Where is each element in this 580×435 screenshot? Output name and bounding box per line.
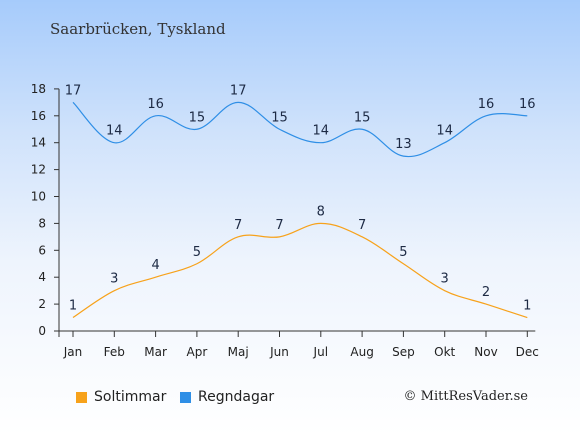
data-label-soltimmar: 5 — [193, 245, 201, 260]
x-tick-label: Feb — [104, 345, 125, 359]
data-label-regndagar: 15 — [271, 110, 288, 125]
y-tick-label: 6 — [38, 243, 46, 257]
data-label-soltimmar: 7 — [234, 218, 242, 233]
y-tick-label: 10 — [31, 190, 46, 204]
data-label-regndagar: 16 — [147, 97, 164, 112]
data-label-soltimmar: 4 — [151, 258, 159, 273]
y-tick-label: 16 — [31, 109, 46, 123]
x-tick-label: Jun — [269, 345, 289, 359]
data-label-soltimmar: 1 — [523, 299, 531, 314]
data-label-regndagar: 17 — [65, 83, 82, 98]
chart-series-lines — [72, 101, 528, 319]
data-label-regndagar: 13 — [395, 137, 412, 152]
x-tick-label: Mar — [144, 345, 167, 359]
data-label-soltimmar: 3 — [441, 272, 449, 287]
legend-label-regndagar: Regndagar — [198, 389, 275, 405]
y-tick-label: 14 — [31, 136, 46, 150]
data-label-regndagar: 15 — [189, 110, 206, 125]
x-tick-label: Maj — [228, 345, 249, 359]
x-tick-label: Apr — [187, 345, 208, 359]
data-label-regndagar: 15 — [354, 110, 371, 125]
y-tick-label: 12 — [31, 163, 46, 177]
legend-item-soltimmar: Soltimmar — [76, 389, 166, 405]
legend-label-soltimmar: Soltimmar — [94, 389, 167, 405]
x-tick-label: Sep — [392, 345, 415, 359]
series-line-regndagar — [72, 101, 528, 158]
y-tick-label: 18 — [31, 82, 46, 96]
data-label-soltimmar: 7 — [275, 218, 283, 233]
data-label-soltimmar: 8 — [317, 204, 325, 219]
chart-location-title: Saarbrücken, Tyskland — [50, 20, 226, 38]
y-tick-label: 4 — [38, 270, 46, 284]
x-tick-label: Aug — [350, 345, 373, 359]
x-tick-label: Nov — [474, 345, 497, 359]
x-tick-label: Dec — [516, 345, 539, 359]
data-label-regndagar: 16 — [519, 97, 536, 112]
series-line-soltimmar — [72, 222, 528, 319]
legend-item-regndagar: Regndagar — [180, 389, 274, 405]
data-label-regndagar: 14 — [436, 124, 453, 139]
data-label-regndagar: 14 — [313, 124, 330, 139]
data-label-regndagar: 17 — [230, 83, 247, 98]
data-label-soltimmar: 5 — [399, 245, 407, 260]
y-tick-label: 8 — [38, 216, 46, 230]
x-tick-label: Okt — [434, 345, 455, 359]
credit-text: © MittResVader.se — [403, 389, 528, 404]
legend-swatch-soltimmar — [76, 391, 87, 403]
y-tick-label: 2 — [38, 297, 46, 311]
data-label-regndagar: 16 — [478, 97, 495, 112]
data-label-regndagar: 14 — [106, 124, 123, 139]
x-tick-label: Jul — [313, 345, 328, 359]
y-tick-label: 0 — [38, 324, 46, 338]
data-label-soltimmar: 3 — [110, 272, 118, 287]
data-label-soltimmar: 1 — [69, 299, 77, 314]
data-label-soltimmar: 2 — [482, 285, 490, 300]
data-label-soltimmar: 7 — [358, 218, 366, 233]
x-tick-label: Jan — [63, 345, 83, 359]
legend-swatch-regndagar — [180, 391, 191, 403]
